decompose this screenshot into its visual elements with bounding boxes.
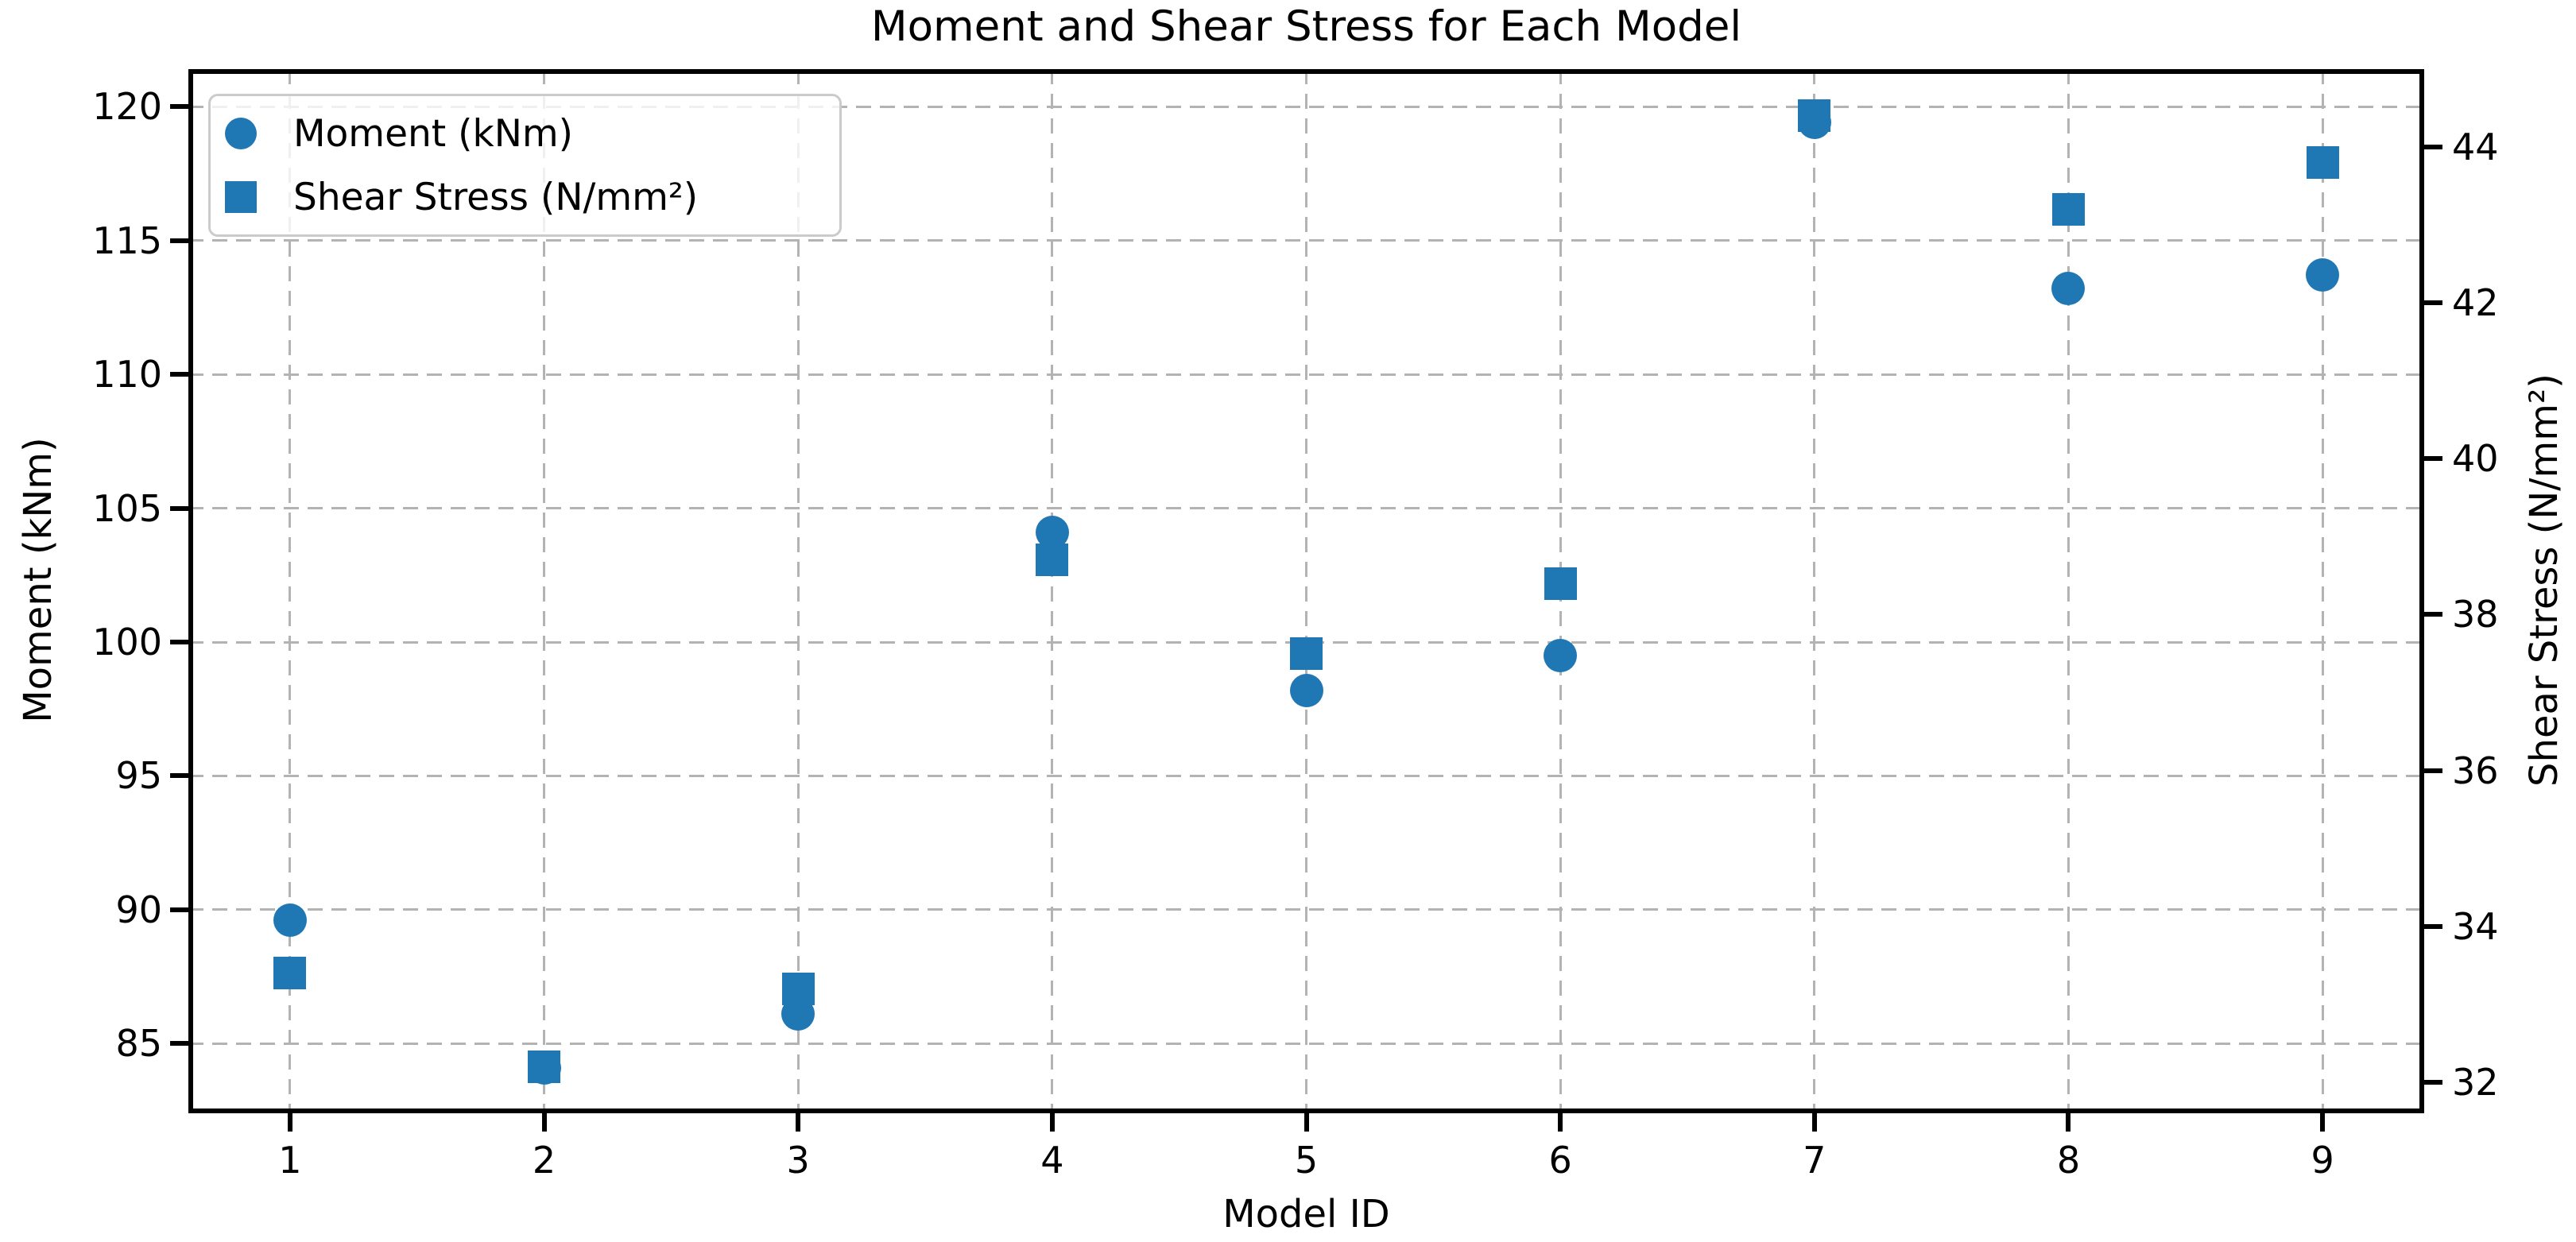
shear-point [781, 972, 815, 1005]
vertical-gridline [796, 69, 800, 1113]
x-tick-label: 2 [532, 1139, 556, 1182]
y-left-tick-label: 85 [115, 1022, 162, 1066]
y-left-tickmark [170, 372, 188, 377]
y-left-tick-label: 115 [92, 219, 162, 262]
y-left-tickmark [170, 238, 188, 243]
vertical-gridline [1305, 69, 1307, 1113]
shear-point [273, 956, 307, 989]
x-tickmark [1303, 1113, 1309, 1132]
y-right-tick-label: 36 [2452, 749, 2499, 792]
y-axis-label-right: Shear Stress (N/mm²) [2522, 373, 2566, 787]
y-right-tickmark [2424, 923, 2442, 929]
y-right-tickmark [2424, 1079, 2442, 1085]
x-tick-label: 6 [1548, 1139, 1572, 1182]
legend-label-moment: Moment (kNm) [293, 111, 573, 156]
x-tick-label: 7 [1803, 1139, 1826, 1182]
x-tick-label: 8 [2056, 1139, 2081, 1182]
vertical-gridline [289, 69, 292, 1113]
y-left-tick-label: 90 [115, 888, 162, 931]
moment-point [1544, 638, 1578, 672]
legend-label-shear: Shear Stress (N/mm²) [293, 175, 699, 219]
x-tickmark [1811, 1113, 1817, 1132]
y-right-tick-label: 40 [2452, 437, 2499, 481]
y-right-tick-label: 42 [2452, 281, 2499, 325]
moment-point [1035, 515, 1069, 549]
vertical-gridline [543, 69, 546, 1113]
y-left-tick-label: 105 [92, 486, 162, 530]
chart-title: Moment and Shear Stress for Each Model [870, 2, 1742, 51]
y-right-tick-label: 32 [2452, 1060, 2499, 1104]
shear-point [1544, 567, 1577, 600]
x-tickmark [541, 1113, 547, 1132]
y-right-tickmark [2424, 612, 2442, 617]
shear-point [2306, 146, 2339, 180]
vertical-gridline [2067, 69, 2070, 1113]
legend-item-moment: Moment (kNm) [225, 106, 839, 161]
x-tickmark [287, 1113, 292, 1132]
y-left-tick-label: 95 [115, 754, 162, 798]
moment-point [273, 903, 307, 938]
y-left-tick-label: 110 [92, 353, 162, 397]
vertical-gridline [1051, 69, 1054, 1113]
moment-point [2306, 258, 2340, 292]
y-left-tickmark [170, 505, 188, 511]
y-axis-label-left: Moment (kNm) [16, 437, 60, 723]
x-tick-label: 5 [1294, 1139, 1319, 1182]
shear-point [1036, 544, 1069, 577]
vertical-gridline [2321, 69, 2324, 1113]
data-points [188, 69, 2424, 1113]
y-left-tick-label: 120 [92, 85, 162, 129]
shear-point [528, 1050, 561, 1083]
x-tickmark [1558, 1113, 1563, 1132]
x-tick-label: 4 [1040, 1139, 1064, 1182]
shear-point [1798, 99, 1831, 133]
legend-item-shear: Shear Stress (N/mm²) [225, 169, 839, 225]
x-tick-label: 9 [2311, 1139, 2334, 1182]
y-left-tickmark [170, 104, 188, 110]
y-right-tick-label: 34 [2452, 904, 2499, 948]
shear-point [1290, 636, 1323, 670]
y-left-tickmark [170, 1041, 188, 1047]
y-right-tickmark [2424, 456, 2442, 462]
x-tickmark [796, 1113, 801, 1132]
x-tick-label: 3 [786, 1139, 810, 1182]
y-left-tickmark [170, 640, 188, 644]
legend: Moment (kNm) Shear Stress (N/mm²) [208, 94, 842, 237]
x-tick-label: 1 [278, 1139, 302, 1182]
x-tickmark [2066, 1113, 2071, 1132]
moment-point [1289, 673, 1323, 707]
shear-point [2051, 193, 2085, 226]
y-left-tickmark [170, 907, 188, 912]
moment-point [2051, 272, 2086, 306]
y-right-tickmark [2424, 768, 2442, 773]
y-right-tick-label: 44 [2452, 126, 2499, 169]
y-left-tickmark [170, 773, 188, 779]
y-right-tick-label: 38 [2452, 593, 2499, 636]
square-marker-icon [225, 181, 257, 213]
y-right-tickmark [2424, 300, 2442, 306]
y-left-tick-label: 100 [92, 621, 162, 664]
x-tickmark [1049, 1113, 1055, 1132]
x-tickmark [2320, 1113, 2326, 1132]
y-right-tickmark [2424, 145, 2442, 150]
x-axis-label: Model ID [1222, 1192, 1390, 1236]
vertical-gridline [1813, 69, 1816, 1113]
circle-marker-icon [225, 118, 257, 149]
